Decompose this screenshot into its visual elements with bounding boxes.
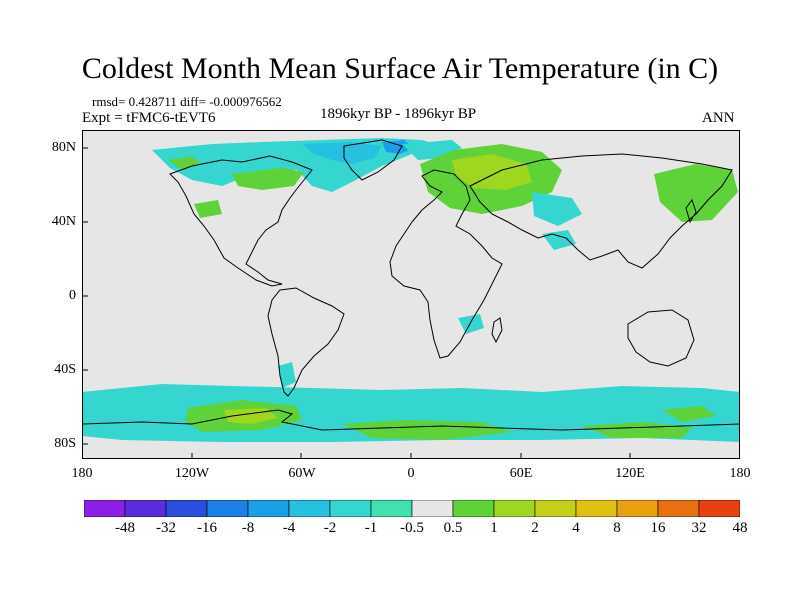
colorbar-swatch: [288, 499, 331, 518]
lon-label-120w: 120W: [174, 466, 210, 481]
madagascar-coast: [491, 317, 503, 344]
colorbar-label: -48: [115, 520, 135, 536]
asia-coast: [469, 153, 733, 269]
east-africa-negative: [458, 314, 484, 334]
lat-label-0: 0: [69, 288, 76, 303]
lat-label-80s: 80S: [54, 436, 76, 451]
south-america-coast: [267, 287, 345, 397]
colorbar-label: 48: [732, 520, 748, 536]
colorbar-swatch: [165, 499, 208, 518]
colorbar-swatch: [493, 499, 536, 518]
central-asia-negative: [542, 230, 576, 250]
map-ticks: [82, 147, 631, 459]
colorbar-swatch: [124, 499, 167, 518]
colorbar-swatch: [206, 499, 249, 518]
lon-label-120e: 120E: [615, 466, 645, 481]
colorbar-swatch: [534, 499, 577, 518]
colorbar-label: 2: [531, 520, 539, 536]
colorbar-label: 16: [650, 520, 666, 536]
colorbar-swatches: [83, 499, 741, 518]
lon-label-180w: 180: [71, 466, 93, 481]
map-title: Coldest Month Mean Surface Air Temperatu…: [81, 52, 719, 85]
colorbar-label: -1: [364, 520, 378, 536]
far-east-positive: [654, 164, 738, 222]
colorbar-label: 32: [691, 520, 707, 536]
antarctica-positive: [342, 420, 512, 440]
experiment-label: Expt = tFMC6-tEVT6: [82, 110, 216, 126]
colorbar-swatch: [657, 499, 700, 518]
lat-label-40s: 40S: [54, 362, 76, 377]
colorbar-label: -32: [156, 520, 176, 536]
lon-label-180e: 180: [729, 466, 751, 481]
colorbar-label: 8: [613, 520, 621, 536]
colorbar-swatch: [83, 499, 126, 518]
north-america-positive: [232, 168, 304, 190]
antarctica-east-positive: [582, 422, 692, 438]
colorbar-swatch: [329, 499, 372, 518]
siberia-negative: [532, 192, 582, 226]
arctic-negative-strong: [382, 140, 414, 154]
lon-label-60e: 60E: [509, 466, 533, 481]
anomaly-regions: [82, 138, 740, 442]
colorbar-swatch: [698, 499, 741, 518]
period-label: 1896kyr BP - 1896kyr BP: [320, 106, 477, 122]
antarctica-coast: [81, 409, 741, 431]
colorbar-swatch: [370, 499, 413, 518]
colorbar-label: 0.5: [443, 520, 463, 536]
south-america-negative: [278, 362, 296, 388]
season-label: ANN: [702, 110, 735, 126]
colorbar-label: -4: [282, 520, 296, 536]
lat-label-40n: 40N: [51, 214, 76, 229]
greenland-coast: [343, 139, 403, 181]
colorbar-label: -2: [323, 520, 337, 536]
colorbar-label: 1: [490, 520, 498, 536]
colorbar-swatch: [452, 499, 495, 518]
europe-africa-coast: [389, 169, 503, 359]
lon-label-0: 0: [407, 466, 415, 481]
colorbar-label: -8: [241, 520, 255, 536]
colorbar-swatch: [575, 499, 618, 518]
arctic-negative-core: [302, 142, 382, 164]
colorbar: [83, 499, 741, 518]
world-map: [81, 130, 741, 459]
north-atlantic-positive: [194, 200, 222, 218]
japan-coast: [685, 198, 697, 224]
coastlines: [81, 139, 741, 431]
lat-label-80n: 80N: [51, 140, 76, 155]
colorbar-label: -0.5: [400, 520, 424, 536]
lon-label-60w: 60W: [288, 466, 316, 481]
colorbar-swatch: [411, 499, 454, 518]
eurasia-positive-core: [452, 154, 532, 190]
colorbar-label: -16: [197, 520, 217, 536]
stats-line: rmsd= 0.428711 diff= -0.000976562: [92, 94, 282, 109]
map-panel: [81, 130, 741, 459]
colorbar-swatch: [247, 499, 290, 518]
colorbar-swatch: [616, 499, 659, 518]
south-pacific-positive: [662, 406, 716, 422]
australia-coast: [627, 309, 695, 367]
colorbar-label: 4: [572, 520, 580, 536]
north-america-coast: [169, 155, 313, 287]
